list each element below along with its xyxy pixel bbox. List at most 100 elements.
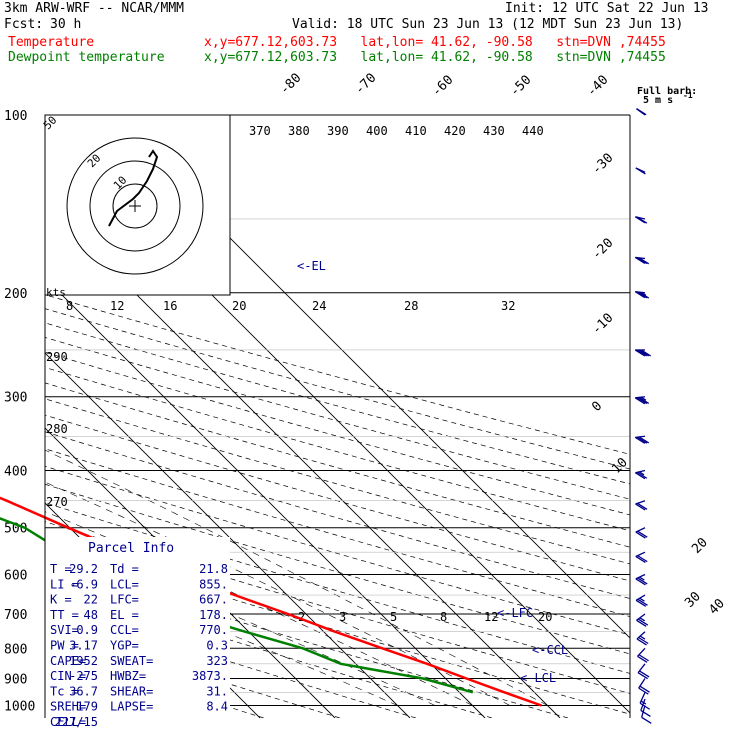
dry-adiabat-line [45,294,630,455]
mixing-ratio-label: 2 [298,610,305,624]
wind-barb-flag [634,397,646,405]
isotherm-label: -20 [589,236,616,263]
wind-barb-flag [640,291,647,296]
isotherm-label: 0 [589,399,605,415]
parcel-info-value: 227/15 [55,715,98,729]
parcel-info-key: TT = [50,608,79,622]
parcel-info-value: 770. [199,623,228,637]
parcel-info-value: 31. [206,684,228,698]
parcel-info-value: 3873. [192,669,228,683]
isotherm-label: -10 [589,311,616,338]
temperature-legend: Temperature [8,35,95,50]
isotherm-label: -80 [277,71,304,98]
parcel-info-value: 855. [199,577,228,591]
parcel-info-key: SHEAR= [110,684,153,698]
moist-adiabat-line [45,449,548,706]
wind-barb-flag [637,109,644,114]
theta-label: 430 [483,124,505,138]
pressure-label: 700 [4,608,27,623]
theta-label: 440 [522,124,544,138]
wind-barb-flag [638,436,650,444]
mixing-ratio-label: 12 [110,299,124,313]
dry-adiabat-line [45,351,630,516]
forecast-label: Fcst: [4,17,44,32]
parcel-info-value: 8.4 [206,700,228,714]
parcel-info-value: -275 [69,669,98,683]
pressure-label: 1000 [4,699,35,714]
parcel-info-key: LI = [50,577,79,591]
wind-barb-staff [635,500,646,505]
barb-legend-title: Full barb: [637,86,697,97]
pressure-label: 600 [4,568,27,583]
theta-label: 270 [46,495,68,509]
isotherm-line [45,352,411,718]
dry-adiabat-line [45,465,630,636]
wind-barb-flag [637,618,649,626]
wind-barb-flag [635,531,646,539]
wind-barb-staff [635,551,646,558]
wind-barb-staff [635,573,646,580]
wind-barb-flag [635,555,646,564]
wind-barb-flag [636,436,648,444]
parcel-info-key: LAPSE= [110,700,153,714]
wind-barb-flag [634,256,646,264]
wind-barb-flag [636,471,648,479]
hodograph-frame [44,114,231,296]
parcel-info-key: K = [50,593,72,607]
wind-barb-flag [637,530,648,538]
wind-barb-flag [636,257,648,265]
forecast-hour: 30 h [50,17,82,32]
dewpoint-legend: Dewpoint temperature [8,50,165,65]
parcel-info-value: 22 [84,593,98,607]
mixing-ratio-label: 12 [484,610,498,624]
parcel-info-key: EL = [110,608,139,622]
theta-label: 370 [249,124,271,138]
parcel-info-key: SVI= [50,623,79,637]
isotherm-label: -70 [352,71,379,98]
dry-adiabat-line [45,581,492,718]
wind-barb-flag [634,349,646,357]
wind-barb-flag [634,436,646,444]
init-time: Init: 12 UTC Sat 22 Jun 13 [505,1,709,16]
wind-barb-flag [639,597,645,602]
pressure-label: 200 [4,287,27,302]
parcel-info-key: PW = [50,639,79,653]
parcel-info-value: 179 [76,700,98,714]
wind-barb-flag [638,654,649,662]
barb-legend-units: 5 m s [643,95,673,106]
isotherm-label: 10 [609,455,631,477]
theta-label: 380 [288,124,310,138]
wind-barb-flag [636,397,648,405]
pressure-label: 800 [4,642,27,657]
pressure-label: 100 [4,109,27,124]
wind-barb-staff [637,647,646,657]
pressure-label: 900 [4,672,27,687]
parcel-info-key: HWBZ= [110,669,146,683]
wind-barb-flag [637,655,648,663]
pressure-label: 300 [4,391,27,406]
isotherm-line [45,427,336,718]
mixing-ratio-label: 20 [538,610,552,624]
parcel-info-key: SREH= [50,700,86,714]
mixing-ratio-label: 20 [232,299,246,313]
model-title: 3km ARW-WRF -- NCAR/MMM [4,1,185,16]
parcel-info-value: 36.7 [69,684,98,698]
wind-barb-flag [635,472,646,480]
wind-barb-flag [635,503,646,511]
dry-adiabat-line [45,398,630,565]
wind-barb-flag [634,291,646,299]
wind-barb-flag [640,396,647,401]
isotherm-label: 30 [682,589,704,611]
wind-barb-flag [636,619,647,627]
barb-legend-exponent: -1 [683,91,693,100]
parcel-info-key: CIN = [50,669,86,683]
wind-barb-flag [640,709,651,717]
parcel-info-key: Td = [110,562,139,576]
isotherm-label: -40 [584,73,611,100]
wind-barb-flag [638,396,650,404]
wind-barb-flag [638,291,650,299]
wind-barb-flag [635,216,646,224]
wind-barb-flag [636,216,648,224]
parcel-info-value: -6.9 [69,577,98,591]
theta-label: 400 [366,124,388,138]
